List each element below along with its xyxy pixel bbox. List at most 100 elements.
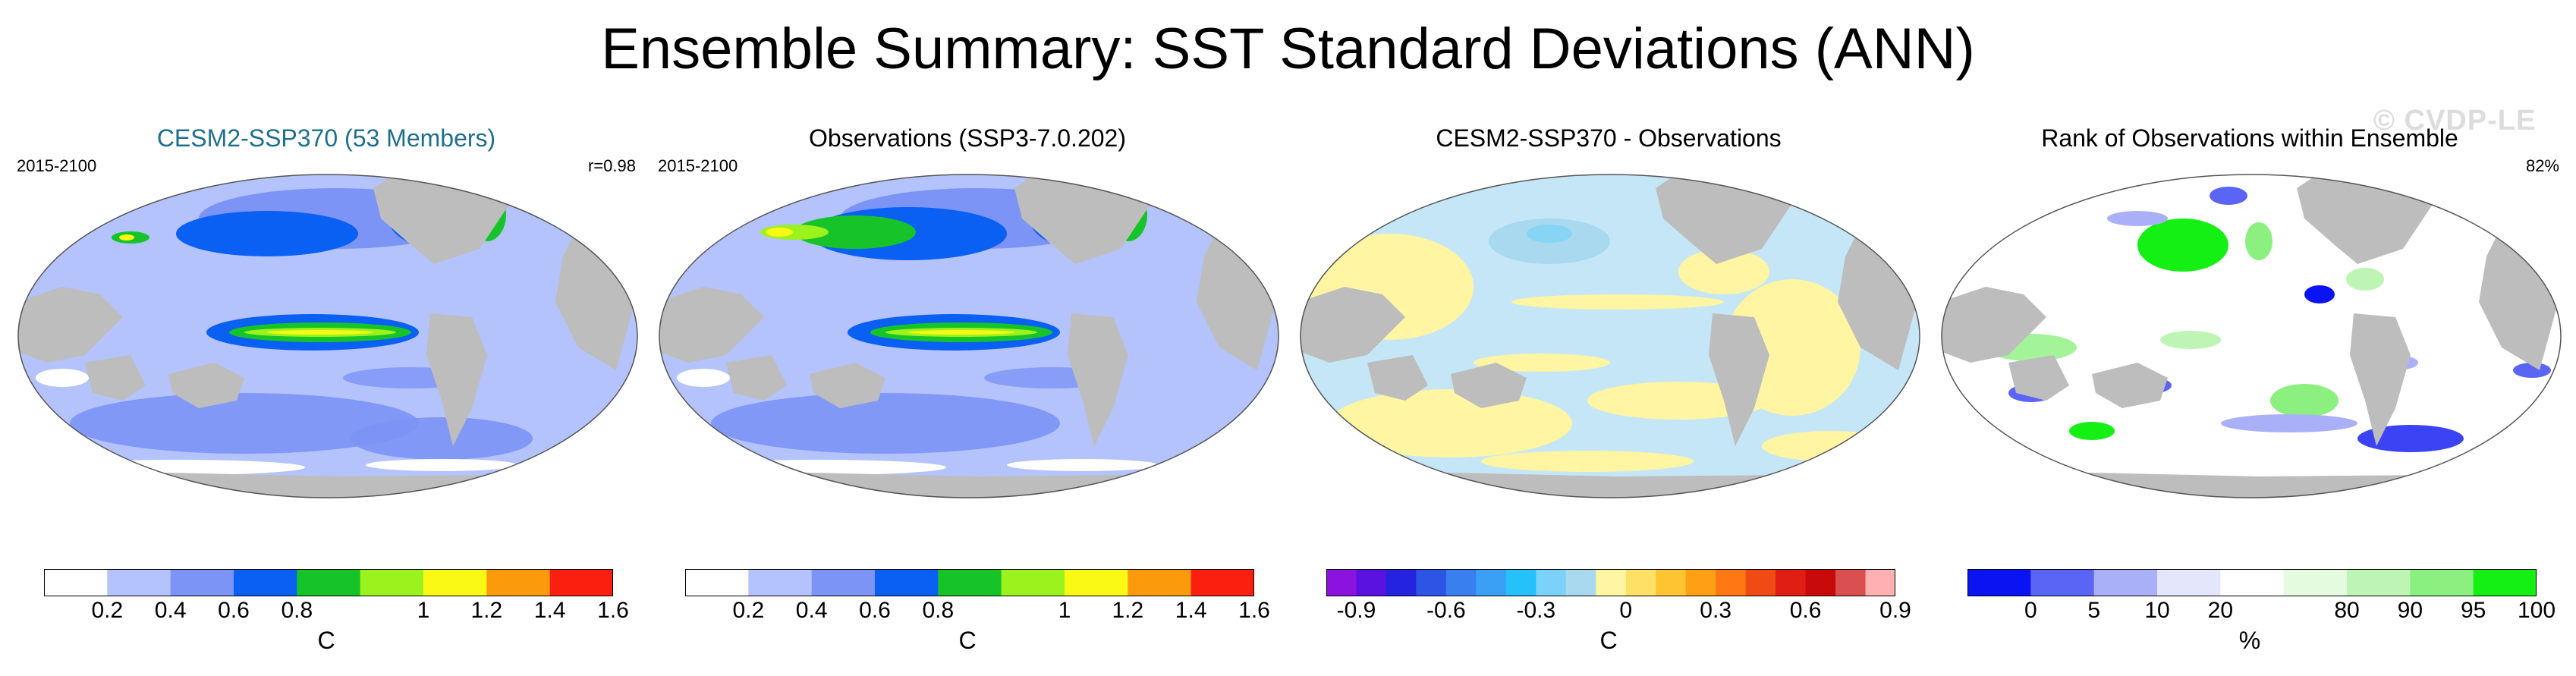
colorbar-swatch: [748, 569, 813, 596]
colorbar-swatch: [1685, 569, 1716, 596]
correlation-label: r=0.98: [588, 156, 636, 175]
colorbar-swatch: [2157, 569, 2221, 596]
colorbar-tick-label: 1: [417, 598, 430, 623]
colorbar: [1326, 569, 1896, 596]
panel-difference: CESM2-SSP370 - Observations: [1290, 114, 1927, 668]
colorbar-swatch: [1776, 569, 1807, 596]
colorbar-swatch: [44, 569, 108, 596]
colorbar-swatch: [1656, 569, 1687, 596]
colorbar-swatch: [1065, 569, 1128, 596]
panel-rank: Rank of Observations within Ensemble 82%: [1931, 114, 2568, 668]
figure-title: Ensemble Summary: SST Standard Deviation…: [601, 17, 1975, 81]
colorbar-swatch: [1745, 569, 1776, 596]
colorbar-swatch: [1445, 569, 1477, 596]
colorbar-tick-label: -0.6: [1426, 598, 1466, 623]
colorbar-swatch: [107, 569, 171, 596]
colorbar-ticks: 0.2 0.4 0.6 0.8 1 1.2 1.4 1.6: [685, 598, 1269, 628]
colorbar-swatch: [875, 569, 939, 596]
colorbar-tick-label: 0.2: [91, 598, 124, 623]
colorbar-tick-label: 0.2: [732, 598, 765, 623]
colorbar-swatch: [938, 569, 1002, 596]
colorbar: [685, 569, 1255, 596]
colorbar-ticks: 0 5 10 20 80 90 95 100: [1967, 598, 2556, 628]
colorbar-tick-label: 0: [1619, 598, 1633, 623]
panel-observations-stddev: Observations (SSP3-7.0.202) 2015-2100: [649, 114, 1286, 668]
colorbar-tick-label: 0.3: [1700, 598, 1732, 623]
colorbar-ticks: -0.9 -0.6 -0.3 0 0.3 0.6 0.9: [1326, 598, 1911, 628]
colorbar-unit: C: [317, 627, 335, 654]
colorbar-tick-label: 20: [2207, 598, 2234, 623]
colorbar-tick-label: 1.4: [533, 598, 566, 623]
colorbar-swatch: [1416, 569, 1447, 596]
colorbar-tick-label: 0.4: [154, 598, 187, 623]
colorbar-swatch: [2093, 569, 2158, 596]
colorbar-swatch: [2410, 569, 2474, 596]
colorbar-tick-label: 5: [2087, 598, 2100, 623]
colorbar-swatch: [1967, 569, 2031, 596]
panel-title: Rank of Observations within Ensemble: [2041, 124, 2458, 152]
colorbar-swatch: [1001, 569, 1065, 596]
colorbar-border: [1326, 569, 1895, 596]
colorbar: [1967, 569, 2537, 596]
colorbar-swatch: [1476, 569, 1507, 596]
colorbar-swatch: [234, 569, 297, 596]
colorbar-tick-label: 1: [1058, 598, 1071, 623]
colorbar-border: [1967, 569, 2537, 596]
colorbar-tick-label: -0.9: [1336, 598, 1376, 623]
colorbar-swatch: [2220, 569, 2285, 596]
colorbar-tick-label: 1.6: [1238, 598, 1270, 623]
period-label: 2015-2100: [17, 156, 97, 175]
watermark-text: © CVDP-LE: [2373, 105, 2537, 137]
colorbar-swatch: [2347, 569, 2411, 596]
colorbar-swatch: [1565, 569, 1596, 596]
colorbar-border: [685, 569, 1254, 596]
panel-title: Observations (SSP3-7.0.202): [809, 124, 1126, 152]
colorbar-swatch: [685, 569, 749, 596]
colorbar-tick-label: 0.8: [281, 598, 313, 623]
colorbar-swatches: [1326, 569, 1896, 596]
colorbar-tick-label: 90: [2397, 598, 2423, 623]
colorbar-swatch: [486, 569, 551, 596]
colorbar-unit: C: [1599, 627, 1618, 654]
colorbar-swatch: [297, 569, 361, 596]
colorbar: [44, 569, 614, 596]
colorbar-swatch: [1805, 569, 1836, 596]
colorbar-tick-label: 1.2: [470, 598, 503, 623]
colorbar-tick-label: 0.8: [922, 598, 955, 623]
colorbar-unit: C: [958, 627, 977, 654]
colorbar-tick-label: 95: [2460, 598, 2486, 623]
colorbar-swatches: [1967, 569, 2537, 596]
colorbar-border: [44, 569, 613, 596]
colorbar-swatch: [811, 569, 876, 596]
colorbar-swatch: [1128, 569, 1192, 596]
colorbar-swatches: [685, 569, 1255, 596]
rank-map: [1941, 174, 2562, 498]
colorbar-tick-label: 1.6: [597, 598, 629, 623]
colorbar-swatch: [1536, 569, 1567, 596]
colorbar-unit: %: [2238, 627, 2261, 654]
colorbar-swatches: [44, 569, 614, 596]
sst-map-observations: [659, 174, 1279, 498]
panel-title: CESM2-SSP370 (53 Members): [156, 124, 496, 152]
colorbar-ticks: 0.2 0.4 0.6 0.8 1 1.2 1.4 1.6: [44, 598, 628, 628]
colorbar-swatch: [1356, 569, 1387, 596]
colorbar-swatch: [1190, 569, 1255, 596]
colorbar-swatch: [1625, 569, 1656, 596]
colorbar-swatch: [1596, 569, 1627, 596]
colorbar-tick-label: 0.9: [1879, 598, 1911, 623]
colorbar-swatch: [1835, 569, 1867, 596]
colorbar-tick-label: 1.2: [1112, 598, 1144, 623]
colorbar-tick-label: 0.4: [795, 598, 828, 623]
colorbar-swatch: [360, 569, 424, 596]
colorbar-swatch: [1326, 569, 1357, 596]
colorbar-swatch: [1716, 569, 1747, 596]
colorbar-swatch: [1505, 569, 1536, 596]
colorbar-swatch: [2283, 569, 2348, 596]
colorbar-tick-label: -0.3: [1516, 598, 1556, 623]
colorbar-tick-label: 80: [2334, 598, 2360, 623]
colorbar-swatch: [2030, 569, 2095, 596]
colorbar-tick-label: 10: [2144, 598, 2170, 623]
colorbar-swatch: [1386, 569, 1417, 596]
colorbar-tick-label: 0.6: [859, 598, 891, 623]
colorbar-tick-label: 0.6: [1789, 598, 1822, 623]
